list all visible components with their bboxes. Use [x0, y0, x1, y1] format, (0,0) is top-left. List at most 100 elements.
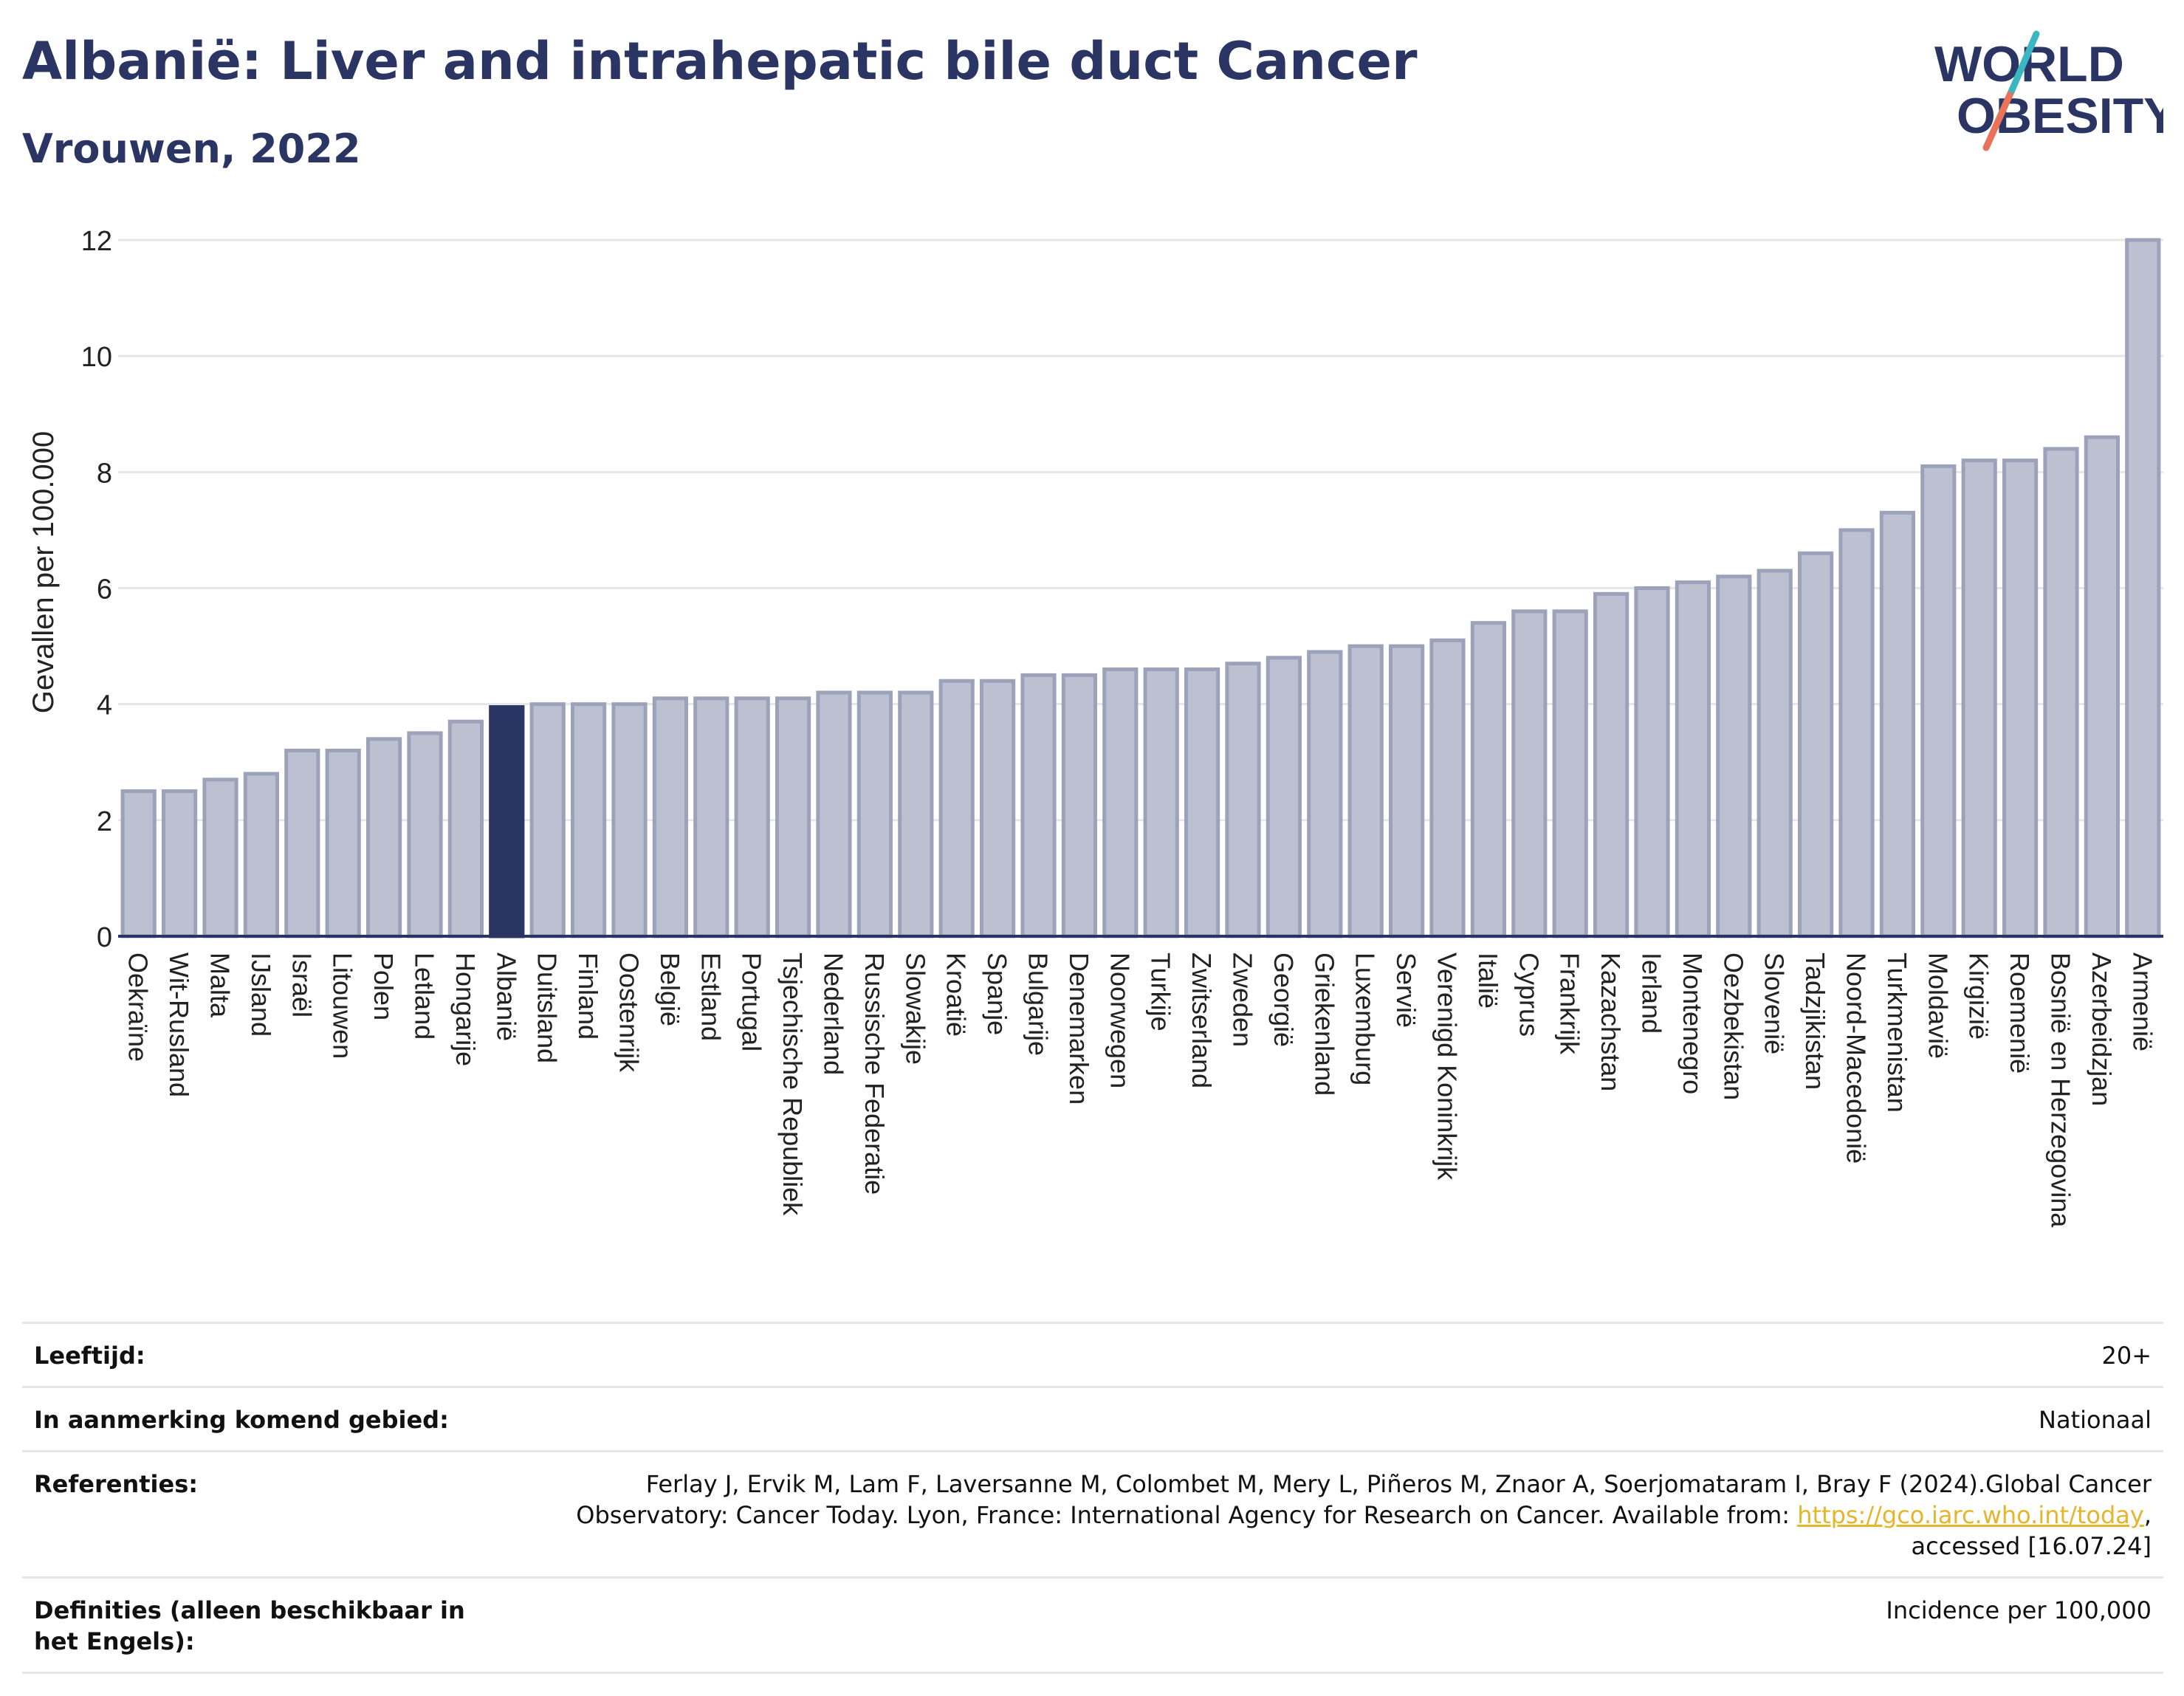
bar-albanië	[489, 705, 525, 938]
x-tick-label: Turkije	[1146, 952, 1176, 1031]
definitions-value: Incidence per 100,000	[1886, 1596, 2152, 1624]
info-row-area: In aanmerking komend gebied: Nationaal	[22, 1386, 2163, 1450]
area-label: In aanmerking komend gebied:	[34, 1406, 449, 1434]
bar-montenegro	[1675, 580, 1711, 938]
x-tick-label: Slowakije	[900, 952, 930, 1065]
x-tick-label: Albanië	[491, 952, 521, 1041]
x-tick-label: Luxemburg	[1350, 952, 1381, 1085]
x-tick-label: Zweden	[1228, 952, 1258, 1047]
x-tick-label: Nederland	[819, 952, 849, 1075]
bar-finland	[570, 702, 607, 938]
x-tick-label: Oostenrijk	[614, 952, 645, 1073]
bar-zwitserland	[1184, 667, 1220, 938]
references-accessed: , accessed [16.07.24]	[1911, 1501, 2152, 1560]
x-tick-label: Montenegro	[1678, 952, 1708, 1094]
references-label: Referenties:	[34, 1470, 199, 1498]
references-text: Ferlay J, Ervik M, Lam F, Laversanne M, …	[576, 1470, 2152, 1529]
x-tick-label: Slovenië	[1759, 952, 1790, 1054]
definitions-label: Definities (alleen beschikbaar in het En…	[34, 1596, 465, 1655]
x-tick-label: Hongarije	[450, 952, 481, 1066]
y-axis-ticks: 0 2 4 6 8 10 12	[81, 226, 112, 953]
x-tick-label: Denemarken	[1064, 952, 1094, 1105]
y-tick-label: 4	[97, 690, 112, 721]
x-tick-label: Frankrijk	[1555, 952, 1585, 1055]
world-obesity-logo: WORLD OBESITY	[1934, 30, 2163, 151]
bar-zweden	[1225, 662, 1261, 938]
x-tick-label: Georgië	[1268, 952, 1299, 1047]
bar-turkije	[1143, 667, 1179, 938]
x-tick-label: Spanje	[982, 952, 1012, 1035]
bar-oezbekistan	[1716, 574, 1752, 938]
x-tick-label: Finland	[573, 952, 603, 1040]
x-tick-label: Duitsland	[532, 952, 563, 1063]
bar-kazachstan	[1593, 591, 1630, 938]
bar-oekraïne	[120, 789, 157, 938]
x-tick-label: België	[655, 952, 685, 1026]
bar-armenië	[2125, 238, 2161, 938]
bar-portugal	[734, 696, 770, 938]
age-value: 20+	[2101, 1342, 2152, 1370]
bar-noorwegen	[1102, 667, 1139, 938]
x-tick-label: Cyprus	[1514, 952, 1544, 1037]
x-tick-label: Estland	[696, 952, 726, 1041]
bar-georgië	[1266, 656, 1302, 938]
x-axis-labels: Oekraïne Wit-Rusland Malta IJsland Israël Lit…	[123, 952, 2158, 1228]
y-tick-label: 0	[97, 922, 112, 953]
bar-israël	[284, 749, 320, 938]
bar-tsjechische-republiek	[775, 696, 811, 938]
x-tick-label: Letland	[410, 952, 440, 1040]
bar-noord-macedonië	[1838, 528, 1875, 938]
bar-belgië	[652, 696, 689, 938]
x-tick-label: Turkmenistan	[1882, 952, 1912, 1113]
bar-slowakije	[898, 690, 934, 938]
page-subtitle: Vrouwen, 2022	[22, 126, 361, 172]
bar-azerbeidzjan	[2084, 435, 2121, 938]
bar-litouwen	[325, 749, 361, 938]
bar-bulgarije	[1020, 673, 1057, 938]
x-tick-label: Zwitserland	[1187, 952, 1217, 1088]
x-tick-label: Portugal	[737, 952, 767, 1051]
x-tick-label: Kazachstan	[1596, 952, 1626, 1091]
bar-malta	[202, 777, 238, 938]
bar-chart: 0 2 4 6 8 10 12 Gevallen per 100.000 Oekraïne W…	[27, 226, 2163, 1228]
y-tick-label: 2	[97, 806, 112, 837]
references-link[interactable]: https://gco.iarc.who.int/today	[1797, 1501, 2144, 1529]
bar-duitsland	[529, 702, 566, 938]
bar-kirgizië	[1961, 459, 1997, 938]
x-tick-label: Armenië	[2127, 952, 2157, 1051]
x-tick-label: Kroatië	[941, 952, 972, 1037]
y-axis-label: Gevallen per 100.000	[27, 431, 60, 714]
y-tick-label: 12	[81, 226, 112, 257]
bar-slovenië	[1757, 569, 1793, 938]
age-label: Leeftijd:	[34, 1342, 145, 1370]
bar-luxemburg	[1347, 644, 1384, 938]
x-tick-label: Azerbeidzjan	[2087, 952, 2117, 1106]
area-value: Nationaal	[2039, 1406, 2152, 1434]
x-tick-label: Roemenië	[2005, 952, 2035, 1074]
x-tick-label: Kirgizië	[1964, 952, 1994, 1040]
x-tick-label: Servië	[1391, 952, 1421, 1028]
y-tick-label: 10	[81, 342, 112, 373]
x-tick-label: Oekraïne	[123, 952, 154, 1062]
bar-oostenrijk	[611, 702, 648, 938]
bar-spanje	[979, 679, 1016, 938]
x-tick-label: Italië	[1473, 952, 1503, 1009]
bar-tadzjikistan	[1797, 551, 1834, 938]
bar-nederland	[816, 690, 852, 938]
x-tick-label: Wit-Rusland	[164, 952, 194, 1097]
bar-roemenië	[2002, 459, 2039, 938]
bar-turkmenistan	[1879, 510, 1916, 938]
x-tick-label: Litouwen	[328, 952, 358, 1059]
bar-wit-rusland	[161, 789, 198, 938]
bar-russische-federatie	[856, 690, 893, 938]
x-tick-label: Griekenland	[1309, 952, 1339, 1096]
bar-ierland	[1634, 586, 1670, 938]
bar-kroatië	[938, 679, 975, 938]
x-tick-label: Israël	[286, 952, 317, 1017]
x-tick-label: Polen	[368, 952, 399, 1020]
bar-polen	[365, 737, 402, 938]
bar-ijsland	[243, 772, 280, 938]
bar-griekenland	[1307, 650, 1343, 938]
x-tick-label: Oezbekistan	[1718, 952, 1748, 1100]
x-tick-label: Malta	[205, 952, 236, 1018]
